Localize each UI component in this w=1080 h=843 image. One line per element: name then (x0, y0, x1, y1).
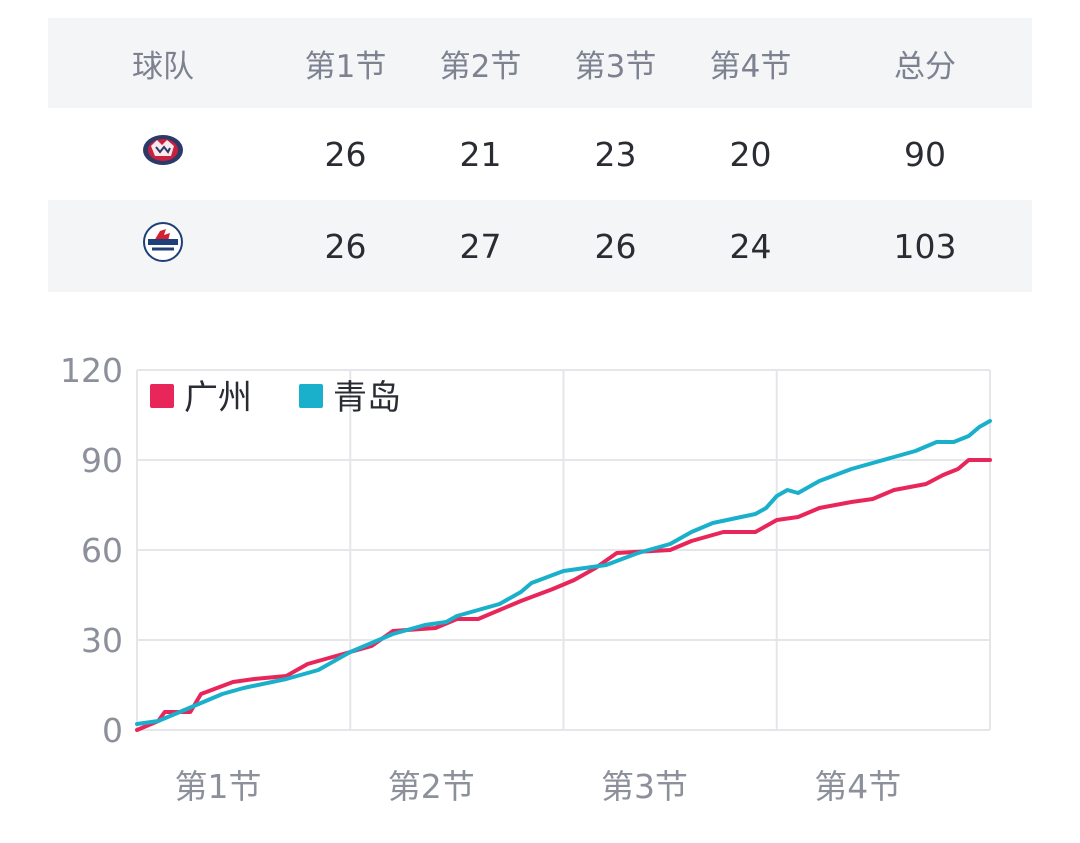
q4-score: 24 (729, 226, 772, 266)
series-line-qingdao (135, 419, 992, 726)
q1-score: 26 (324, 134, 367, 174)
legend-swatch-guangzhou (150, 384, 174, 408)
x-tick-label: 第2节 (388, 767, 475, 806)
legend-label-guangzhou: 广州 (184, 378, 252, 418)
x-tick-label: 第1节 (175, 767, 262, 806)
team-cell[interactable] (48, 108, 278, 200)
series-lines (135, 419, 992, 732)
header-q1: 第1节 (304, 48, 387, 85)
y-tick-label: 90 (81, 441, 123, 480)
table-header-row: 球队 第1节 第2节 第3节 第4节 总分 (48, 18, 1032, 108)
table-row-qingdao[interactable]: 26 27 26 24 103 (48, 200, 1032, 292)
q4-score: 20 (729, 134, 772, 174)
header-total: 总分 (894, 48, 956, 85)
header-q3: 第3节 (574, 48, 657, 85)
y-axis-ticks: 0 30 60 90 120 (60, 351, 123, 750)
q3-score: 23 (594, 134, 637, 174)
legend-label-qingdao: 青岛 (333, 378, 401, 418)
x-tick-label: 第4节 (814, 767, 901, 806)
legend-swatch-qingdao (299, 384, 323, 408)
legend: 广州 青岛 (150, 378, 401, 418)
total-score: 90 (904, 134, 946, 174)
score-table: 球队 第1节 第2节 第3节 第4节 总分 26 21 23 20 90 (48, 18, 1032, 292)
y-tick-label: 30 (81, 621, 123, 660)
y-tick-label: 120 (60, 351, 123, 390)
series-line-guangzhou (135, 458, 992, 732)
header-team: 球队 (132, 48, 194, 85)
table-row-guangzhou[interactable]: 26 21 23 20 90 (48, 108, 1032, 200)
x-tick-label: 第3节 (601, 767, 688, 806)
q2-score: 21 (459, 134, 502, 174)
q2-score: 27 (459, 226, 502, 266)
total-score: 103 (893, 226, 957, 266)
x-axis-ticks: 第1节 第2节 第3节 第4节 (175, 767, 902, 806)
y-tick-label: 0 (102, 711, 123, 750)
q1-score: 26 (324, 226, 367, 266)
guangzhou-loong-lions-logo[interactable] (138, 132, 188, 176)
header-q2: 第2节 (439, 48, 522, 85)
q3-score: 26 (594, 226, 637, 266)
grid (136, 369, 991, 731)
y-tick-label: 60 (81, 531, 123, 570)
score-progression-chart: 0 30 60 90 120 第1节 第2节 第3节 第4节 广州 青岛 (60, 351, 992, 806)
header-q4: 第4节 (709, 48, 792, 85)
qingdao-eagles-logo[interactable] (140, 219, 186, 273)
team-cell[interactable] (48, 200, 278, 292)
